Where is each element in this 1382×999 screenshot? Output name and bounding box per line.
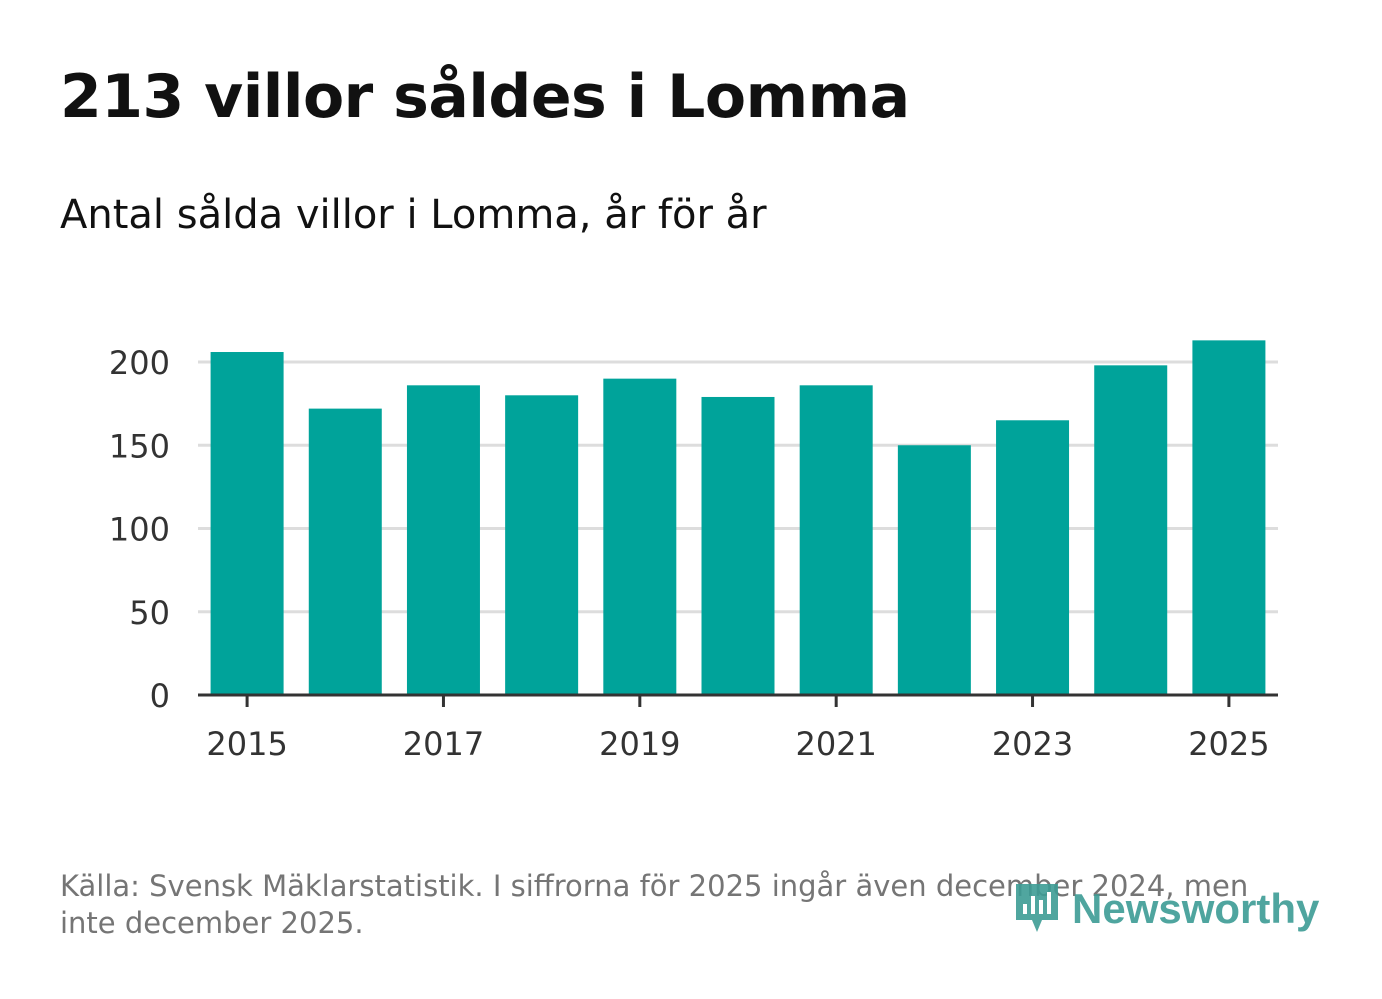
bar-2024 (1094, 365, 1168, 695)
bar-2025 (1192, 340, 1266, 695)
y-tick-label-0: 0 (150, 677, 170, 715)
newsworthy-logo: Newsworthy (1012, 880, 1319, 938)
bar-2020 (701, 396, 775, 695)
x-tick-label-2021: 2021 (795, 725, 876, 763)
chart-subtitle: Antal sålda villor i Lomma, år för år (60, 192, 767, 238)
x-tick-label-2025: 2025 (1188, 725, 1269, 763)
y-tick-label-50: 50 (129, 594, 170, 632)
bar-2015 (210, 352, 284, 695)
bar-2023 (996, 420, 1070, 695)
newsworthy-logo-icon (1016, 884, 1058, 932)
axes: 0 50 100 150 200 2015 2017 2019 2021 2023 2025 (109, 344, 1278, 763)
y-tick-label-100: 100 (109, 511, 170, 549)
bar-2022 (897, 445, 971, 695)
y-tick-label-150: 150 (109, 427, 170, 465)
bar-2017 (406, 385, 480, 695)
x-tick-label-2017: 2017 (403, 725, 484, 763)
bar-2018 (505, 395, 579, 695)
bar-2019 (603, 378, 677, 695)
chart-title: 213 villor såldes i Lomma (60, 62, 910, 132)
bar-2021 (799, 385, 873, 695)
newsworthy-logo-text: Newsworthy (1072, 885, 1320, 932)
bars (210, 340, 1266, 695)
y-tick-label-200: 200 (109, 344, 170, 382)
x-tick-label-2015: 2015 (206, 725, 287, 763)
x-tick-label-2019: 2019 (599, 725, 680, 763)
bar-2016 (308, 408, 382, 695)
x-tick-label-2023: 2023 (992, 725, 1073, 763)
